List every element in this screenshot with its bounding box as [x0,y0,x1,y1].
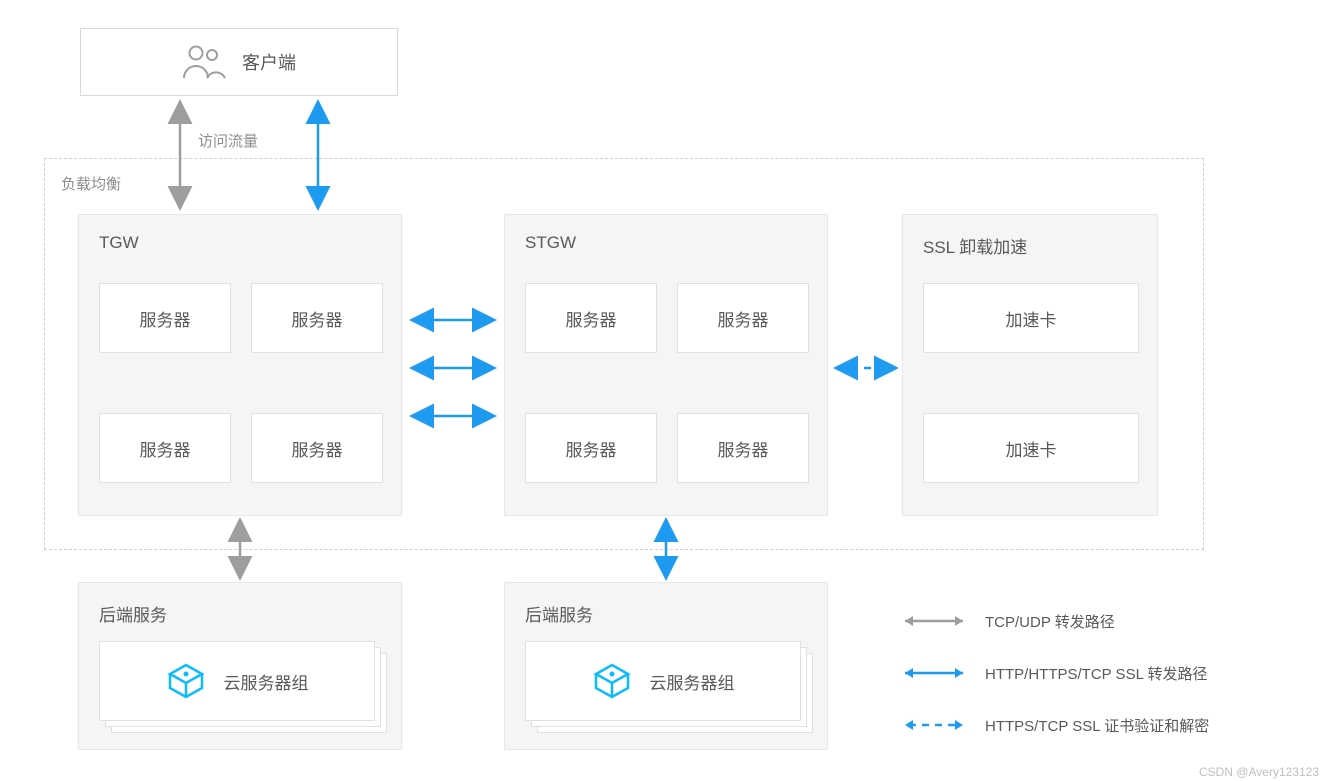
legend-item: HTTPS/TCP SSL 证书验证和解密 [897,699,1297,751]
legend-label: HTTPS/TCP SSL 证书验证和解密 [985,715,1209,736]
legend-label: TCP/UDP 转发路径 [985,611,1115,632]
legend-item: TCP/UDP 转发路径 [897,595,1297,647]
architecture-diagram: 客户端 访问流量 负载均衡 TGW 服务器 服务器 服务器 服务器 STGW 服… [0,0,1327,781]
legend: TCP/UDP 转发路径 HTTP/HTTPS/TCP SSL 转发路径 HTT… [897,595,1297,751]
arrow-icon [897,715,971,735]
watermark: CSDN @Avery123123 [1199,765,1319,779]
arrow-icon [897,611,971,631]
arrow-icon [897,663,971,683]
legend-item: HTTP/HTTPS/TCP SSL 转发路径 [897,647,1297,699]
legend-label: HTTP/HTTPS/TCP SSL 转发路径 [985,663,1208,684]
